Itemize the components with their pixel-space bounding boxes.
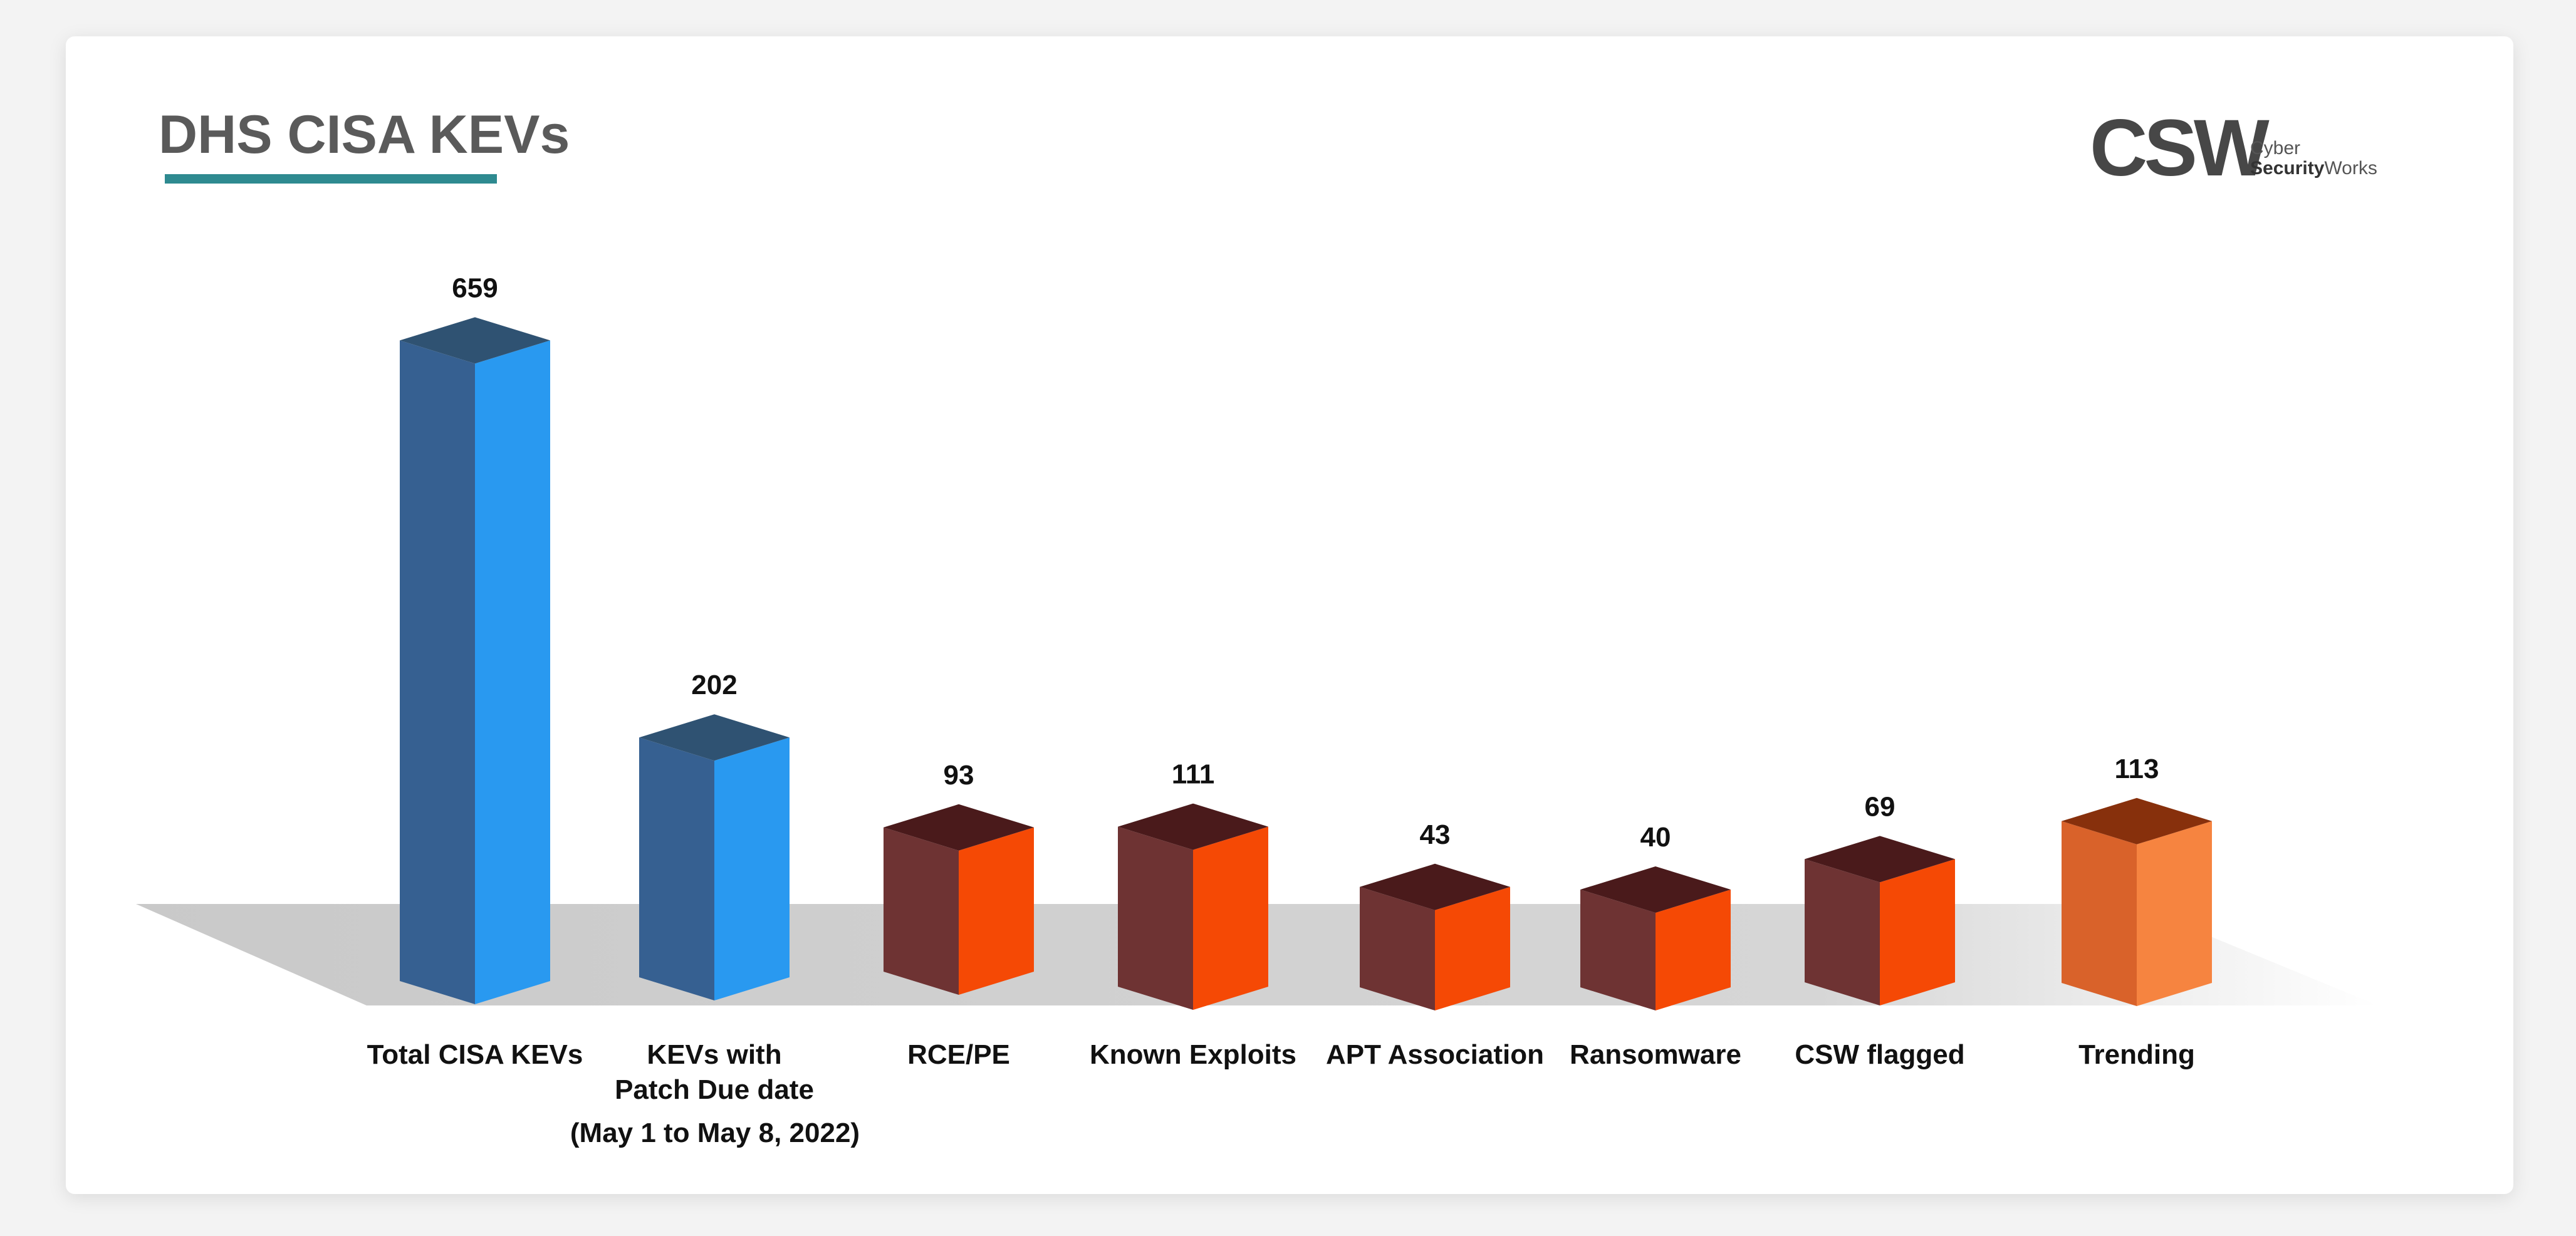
- bar-top-face: [2062, 797, 2212, 844]
- chart-title: DHS CISA KEVs: [159, 105, 570, 165]
- category-label: APT Association: [1326, 1039, 1544, 1070]
- chart: DHS CISA KEVs CSW Cyber SecurityWorks 65…: [136, 103, 2378, 1148]
- bar-left-face: [2062, 821, 2137, 1006]
- category-label: Known Exploits: [1090, 1039, 1296, 1070]
- bar-7: [2062, 797, 2212, 1006]
- bar-0: [400, 317, 550, 1004]
- bar-top-face: [400, 317, 550, 364]
- bar-value-label: 43: [1420, 819, 1451, 850]
- bar-top-face: [884, 804, 1034, 851]
- bar-value-label: 659: [452, 273, 498, 303]
- logo-line1: Cyber: [2250, 138, 2300, 158]
- bar-right-face: [1656, 890, 1731, 1010]
- category-label: CSW flagged: [1795, 1039, 1964, 1070]
- bar-left-face: [884, 827, 959, 995]
- logo-mark: CSW: [2090, 103, 2270, 193]
- bar-top-face: [639, 714, 790, 761]
- bar-value-label: 93: [944, 760, 974, 791]
- title-underline: [165, 174, 497, 184]
- category-label: Total CISA KEVs: [367, 1039, 583, 1070]
- bar-left-face: [1805, 859, 1880, 1005]
- bar-top-face: [1805, 836, 1955, 883]
- bar-right-face: [475, 340, 550, 1004]
- category-label: RCE/PE: [907, 1039, 1010, 1070]
- bar-value-label: 111: [1172, 759, 1215, 790]
- bar-right-face: [2137, 821, 2212, 1006]
- category-label: Trending: [2078, 1039, 2195, 1070]
- chart-card: DHS CISA KEVs CSW Cyber SecurityWorks 65…: [66, 36, 2513, 1194]
- logo-line2-rest: Works: [2324, 158, 2377, 179]
- bar-value-label: 113: [2115, 754, 2159, 784]
- logo-line2-bold: Security: [2250, 158, 2325, 179]
- bar-5: [1580, 866, 1731, 1010]
- labels-layer: 659 Total CISA KEVs 202 KEVs with Patch Due …: [367, 273, 2195, 1105]
- category-label: Patch Due date: [615, 1074, 814, 1105]
- bar-left-face: [639, 737, 714, 1000]
- bars-layer: [400, 317, 2212, 1010]
- bar-2: [884, 804, 1034, 995]
- logo-line2: SecurityWorks: [2250, 158, 2377, 179]
- category-label: Ransomware: [1570, 1039, 1741, 1070]
- bar-3: [1118, 803, 1268, 1010]
- bar-top-face: [1580, 866, 1731, 913]
- bar-value-label: 202: [691, 670, 737, 700]
- category-label: KEVs with: [647, 1039, 781, 1070]
- bar-left-face: [1360, 886, 1435, 1010]
- bar-value-label: 40: [1640, 822, 1671, 853]
- bar-left-face: [1118, 826, 1193, 1010]
- bar-right-face: [959, 827, 1034, 995]
- bar-right-face: [1880, 859, 1955, 1005]
- csw-logo: CSW Cyber SecurityWorks: [2090, 103, 2377, 193]
- bar-4: [1360, 863, 1510, 1010]
- bar-1: [639, 714, 790, 1000]
- bar-right-face: [1435, 886, 1510, 1010]
- bar-6: [1805, 836, 1955, 1005]
- bar-right-face: [1193, 826, 1268, 1010]
- bar-left-face: [1580, 890, 1656, 1010]
- bar-right-face: [714, 737, 790, 1000]
- bar-top-face: [1118, 803, 1268, 850]
- bar-top-face: [1360, 863, 1510, 910]
- bar-left-face: [400, 340, 475, 1004]
- date-range-annotation: (May 1 to May 8, 2022): [570, 1118, 860, 1148]
- bar-value-label: 69: [1865, 791, 1895, 822]
